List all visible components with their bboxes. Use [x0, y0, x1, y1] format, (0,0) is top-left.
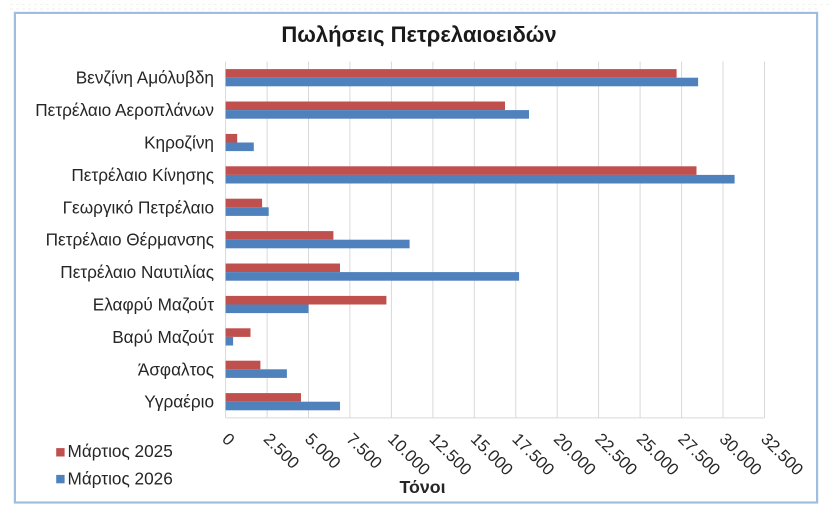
svg-text:Γεωργικό Πετρέλαιο: Γεωργικό Πετρέλαιο	[63, 197, 214, 217]
svg-text:Μάρτιος 2025: Μάρτιος 2025	[68, 441, 173, 461]
svg-text:Πετρέλαιο Θέρμανσης: Πετρέλαιο Θέρμανσης	[46, 230, 214, 250]
svg-text:Πετρέλαιο Ναυτιλίας: Πετρέλαιο Ναυτιλίας	[60, 262, 214, 282]
svg-text:Άσφαλτος: Άσφαλτος	[138, 359, 214, 379]
svg-text:Πωλήσεις Πετρελαιοειδών: Πωλήσεις Πετρελαιοειδών	[281, 22, 556, 47]
svg-text:Πετρέλαιο Κίνησης: Πετρέλαιο Κίνησης	[71, 165, 214, 185]
svg-text:Πετρέλαιο Αεροπλάνων: Πετρέλαιο Αεροπλάνων	[35, 100, 214, 120]
svg-text:Ελαφρύ Μαζούτ: Ελαφρύ Μαζούτ	[93, 295, 214, 315]
svg-text:Βαρύ Μαζούτ: Βαρύ Μαζούτ	[112, 327, 214, 347]
svg-text:Τόνοι: Τόνοι	[399, 477, 445, 497]
svg-text:Κηροζίνη: Κηροζίνη	[144, 133, 214, 153]
svg-text:Μάρτιος 2026: Μάρτιος 2026	[68, 469, 173, 489]
svg-text:Βενζίνη Αμόλυβδη: Βενζίνη Αμόλυβδη	[76, 68, 214, 88]
svg-text:Υγραέριο: Υγραέριο	[144, 392, 214, 412]
